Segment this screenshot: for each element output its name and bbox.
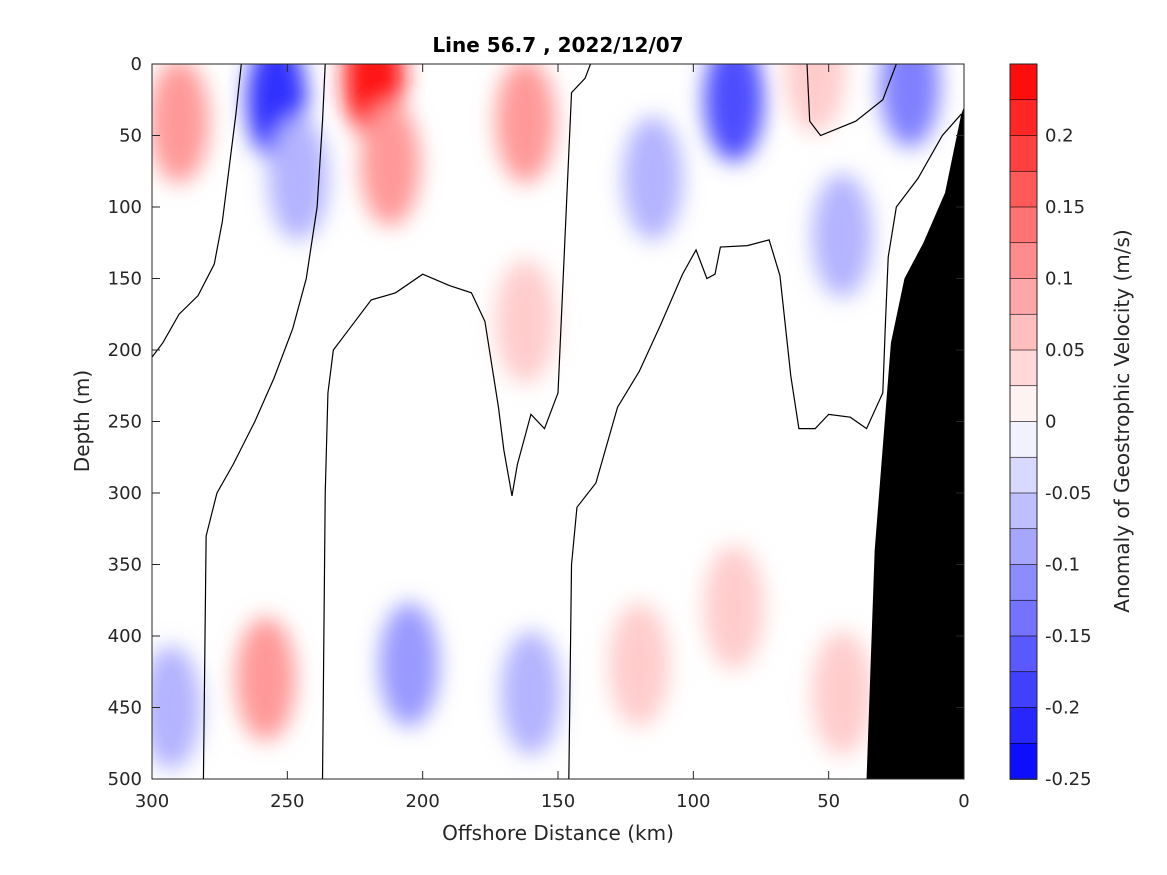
colorbar-segment: [1009, 707, 1038, 745]
y-tick-label: 0: [131, 54, 142, 75]
y-tick-label: 400: [108, 626, 142, 647]
colorbar-segment: [1009, 63, 1038, 101]
x-tick-label: 200: [405, 791, 439, 812]
colorbar-segment: [1009, 313, 1038, 351]
colorbar-segment: [1009, 671, 1038, 709]
y-axis: 0 50 100 150 200 250 300 350 400 450 500: [108, 54, 964, 790]
colorbar-tick-label: -0.2: [1045, 698, 1080, 719]
x-tick-label: 100: [676, 791, 710, 812]
velocity-anomaly-12: [235, 616, 296, 741]
velocity-anomaly-17: [609, 602, 670, 727]
colorbar-segment: [1009, 99, 1038, 137]
velocity-anomaly-13: [379, 602, 440, 727]
zero-contour-1: [202, 64, 326, 779]
zero-contour-4: [806, 64, 897, 137]
y-tick-label: 300: [108, 483, 142, 504]
x-axis: 300 250 200 150 100 50 0: [135, 64, 970, 812]
velocity-anomaly-15: [152, 645, 201, 770]
colorbar-tick-label: 0.2: [1045, 126, 1074, 147]
colorbar-tick-label: 0.1: [1045, 269, 1074, 290]
y-tick-label: 50: [119, 126, 142, 147]
velocity-anomaly-14: [500, 631, 561, 756]
colorbar-frame: [1009, 63, 1038, 780]
y-tick-label: 450: [108, 698, 142, 719]
zero-contour-2: [321, 64, 592, 779]
zero-contour-3: [568, 113, 962, 779]
velocity-anomaly-8: [703, 64, 764, 162]
colorbar-tick-label: -0.05: [1045, 483, 1092, 504]
y-tick-label: 500: [108, 769, 142, 790]
velocity-anomaly-0: [152, 64, 210, 184]
bathymetry: [866, 106, 964, 779]
velocity-anomaly-18: [812, 631, 873, 756]
x-tick-label: 150: [541, 791, 575, 812]
y-tick-label: 350: [108, 555, 142, 576]
velocity-anomaly-5: [495, 64, 556, 184]
y-axis-label: Depth (m): [70, 370, 94, 472]
colorbar-segment: [1009, 564, 1038, 602]
colorbar-segment: [1009, 492, 1038, 530]
colorbar-tick-label: -0.25: [1045, 769, 1092, 790]
colorbar-segment: [1009, 528, 1038, 566]
chart-title: Line 56.7 , 2022/12/07: [432, 33, 683, 57]
velocity-anomaly-9: [812, 173, 873, 298]
colorbar-segment: [1009, 278, 1038, 316]
colorbar-segment: [1009, 742, 1038, 780]
colorbar-segment: [1009, 385, 1038, 423]
velocity-anomaly-7: [622, 116, 683, 241]
velocity-anomaly-11: [785, 64, 846, 134]
colorbar-tick-label: 0.15: [1045, 197, 1085, 218]
colorbar-segment: [1009, 135, 1038, 173]
x-axis-label: Offshore Distance (km): [442, 821, 674, 845]
colorbar-tick-label: -0.1: [1045, 555, 1080, 576]
colorbar-segment: [1009, 349, 1038, 387]
x-tick-label: 250: [270, 791, 304, 812]
colorbar-segment: [1009, 456, 1038, 494]
y-tick-label: 150: [108, 269, 142, 290]
velocity-anomaly-10: [879, 64, 940, 148]
y-tick-label: 200: [108, 340, 142, 361]
y-tick-label: 100: [108, 197, 142, 218]
velocity-field: [152, 64, 940, 770]
colorbar-segment: [1009, 599, 1038, 637]
x-tick-label: 300: [135, 791, 169, 812]
colorbar: 0.2 0.15 0.1 0.05 0 -0.05 -0.1 -0.15 -0.2 -0.25: [1009, 63, 1092, 790]
colorbar-tick-label: 0: [1045, 412, 1056, 433]
x-tick-label: 0: [958, 791, 969, 812]
colorbar-tick-label: -0.15: [1045, 626, 1092, 647]
velocity-anomaly-2: [268, 116, 329, 241]
colorbar-tick-label: 0.05: [1045, 340, 1085, 361]
velocity-anomaly-16: [703, 545, 764, 670]
colorbar-segment: [1009, 635, 1038, 673]
colorbar-segment: [1009, 170, 1038, 208]
y-tick-label: 250: [108, 412, 142, 433]
x-tick-label: 50: [817, 791, 840, 812]
zero-contours: [152, 64, 962, 779]
colorbar-segment: [1009, 242, 1038, 280]
colorbar-segment: [1009, 206, 1038, 244]
velocity-anomaly-6: [495, 259, 556, 384]
velocity-anomaly-4: [360, 102, 421, 227]
colorbar-label: Anomaly of Geostrophic Velocity (m/s): [1110, 229, 1134, 612]
zero-contour-0: [152, 64, 242, 358]
colorbar-segment: [1009, 421, 1038, 459]
seafloor: [866, 106, 964, 779]
